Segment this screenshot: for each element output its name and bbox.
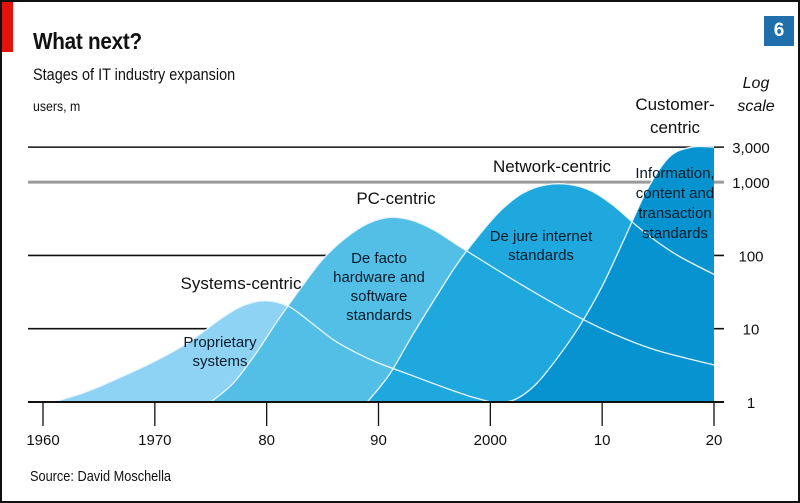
inner-label-systems-centric-2: systems (192, 353, 247, 370)
stage-name-network-centric: Network-centric (493, 157, 612, 176)
stage-name-customer-centric-2: centric (650, 118, 701, 137)
inner-label-network-centric-2: standards (508, 247, 574, 264)
log-scale-note-line-1: Log (742, 75, 770, 92)
x-tick-label-1980: 80 (258, 432, 275, 449)
inner-label-customer-centric-2: content and (636, 185, 714, 202)
accent-tab (2, 2, 13, 52)
inner-label-customer-centric-4: standards (642, 225, 708, 242)
stage-areas (54, 146, 715, 403)
stage-name-customer-centric-1: Customer- (635, 95, 714, 114)
x-tick-label-2000: 2000 (474, 432, 507, 449)
stage-outlines (54, 145, 715, 403)
outline-network-centric (366, 183, 715, 403)
inner-label-pc-centric-3: software (351, 288, 408, 305)
x-tick-label-2010: 10 (594, 432, 611, 449)
area-customer-centric (490, 146, 714, 403)
chart-title: What next? (33, 28, 142, 54)
log-scale-note: Log scale (726, 72, 786, 118)
x-tick-label-1970: 1970 (138, 432, 171, 449)
inner-label-systems-centric-1: Proprietary (183, 334, 257, 351)
y-tick-label-3000: 3,000 (732, 140, 770, 157)
inner-label-pc-centric-2: hardware and (333, 269, 425, 286)
stage-inner-labels: Proprietary systems De facto hardware and so… (183, 165, 714, 370)
y-axis-labels: 1 10 100 1,000 3,000 (732, 140, 770, 412)
stage-name-systems-centric: Systems-centric (181, 274, 302, 293)
inner-label-network-centric-1: De jure internet (490, 228, 593, 245)
inner-label-pc-centric-4: standards (346, 307, 412, 324)
outline-customer-centric (490, 145, 715, 403)
outline-systems-centric (54, 300, 491, 403)
inner-label-pc-centric-1: De facto (351, 250, 407, 267)
stage-name-labels: Systems-centric PC-centric Network-centric… (181, 95, 715, 293)
inner-label-customer-centric-1: Information, (635, 165, 714, 182)
y-tick-label-1000: 1,000 (732, 175, 770, 192)
y-tick-label-10: 10 (743, 322, 760, 339)
y-tick-label-1: 1 (747, 395, 755, 412)
x-tick-label-1990: 90 (370, 432, 387, 449)
x-axis: 1960 1970 80 90 2000 10 20 (26, 401, 724, 449)
x-tick-label-1960: 1960 (26, 432, 59, 449)
chart-number-badge: 6 (764, 16, 794, 46)
inner-label-customer-centric-3: transaction (638, 205, 711, 222)
log-scale-note-line-2: scale (737, 98, 775, 115)
y-tick-label-100: 100 (738, 248, 763, 265)
chart-subtitle: Stages of IT industry expansion (33, 65, 236, 84)
outline-pc-centric (210, 216, 715, 403)
x-tick-label-2020: 20 (706, 432, 723, 449)
y-axis-units: users, m (33, 98, 81, 114)
chart-source: Source: David Moschella (30, 468, 172, 485)
stage-name-pc-centric: PC-centric (356, 189, 436, 208)
